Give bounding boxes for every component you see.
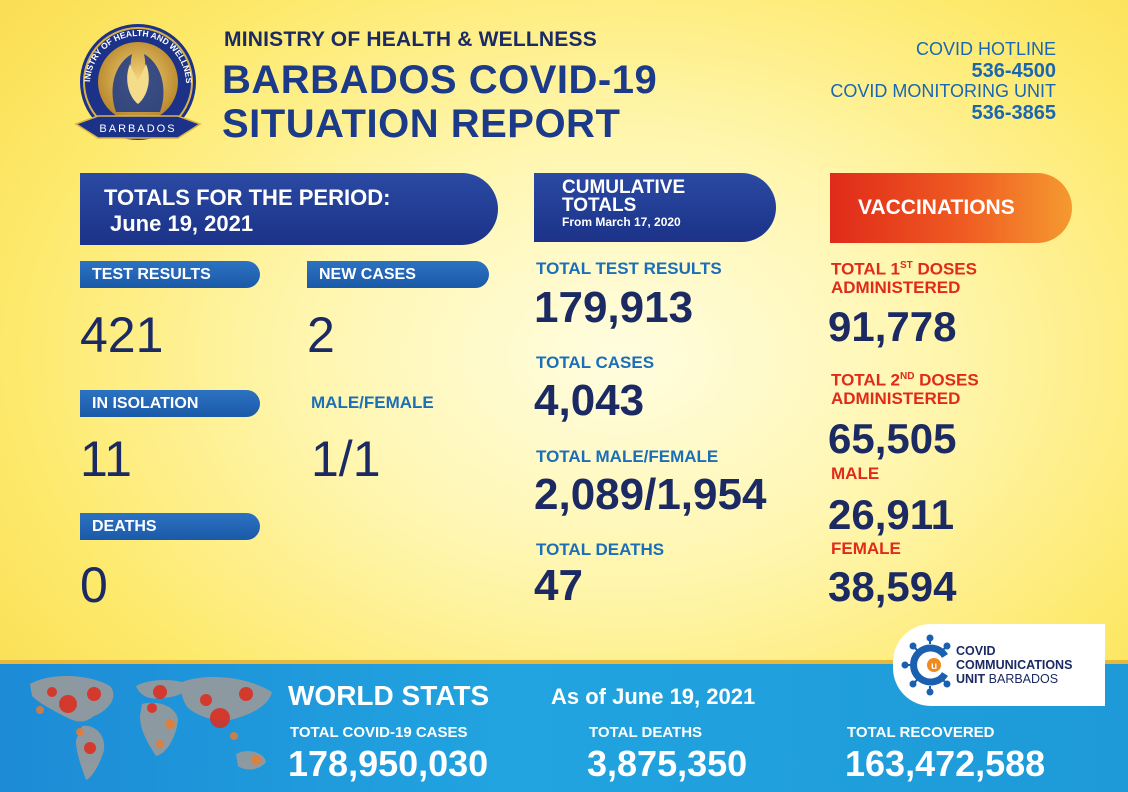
total-deaths-value: 47 — [534, 561, 583, 610]
period-banner: TOTALS FOR THE PERIOD: June 19, 2021 — [80, 173, 498, 245]
in-isolation-label: IN ISOLATION — [80, 390, 260, 417]
cumulative-banner: CUMULATIVE TOTALS From March 17, 2020 — [534, 173, 776, 242]
hotline-label: COVID HOTLINE — [915, 39, 1056, 59]
report-title-line1: BARBADOS COVID-19 — [222, 58, 658, 102]
female-vaccinated-label: FEMALE — [831, 539, 901, 558]
world-cases-value: 178,950,030 — [288, 743, 489, 784]
female-vaccinated-value: 38,594 — [828, 563, 957, 610]
first-doses-label: TOTAL 1ST DOSES ADMINISTERED — [831, 259, 977, 298]
ccu-name: COVID COMMUNICATIONS UNIT BARBADOS — [956, 644, 1073, 686]
male-vaccinated-value: 26,911 — [828, 491, 955, 538]
world-recovered-label: TOTAL RECOVERED — [847, 724, 995, 741]
cumulative-banner-line2: TOTALS — [562, 195, 637, 217]
svg-text:u: u — [931, 661, 937, 672]
svg-text:BARBADOS: BARBADOS — [99, 123, 176, 135]
total-test-results-value: 179,913 — [534, 283, 694, 332]
male-female-value: 1/1 — [311, 431, 381, 487]
male-female-label: MALE/FEMALE — [311, 393, 434, 412]
hotline-number: 536-4500 — [971, 59, 1056, 82]
total-deaths-label: TOTAL DEATHS — [536, 540, 665, 559]
world-deaths-label: TOTAL DEATHS — [589, 724, 703, 741]
second-doses-label: TOTAL 2ND DOSES ADMINISTERED — [831, 370, 979, 409]
new-cases-label: NEW CASES — [307, 261, 489, 288]
second-doses-value: 65,505 — [828, 415, 957, 462]
world-stats-title: WORLD STATS — [288, 680, 490, 711]
new-cases-value: 2 — [307, 307, 335, 363]
total-test-results-label: TOTAL TEST RESULTS — [536, 259, 722, 278]
total-cases-label: TOTAL CASES — [536, 353, 655, 372]
male-vaccinated-label: MALE — [831, 464, 880, 483]
ccu-badge: u — [893, 624, 1105, 706]
world-map-image — [10, 664, 280, 789]
ministry-name: MINISTRY OF HEALTH & WELLNESS — [224, 28, 597, 51]
cumulative-banner-line1: CUMULATIVE — [562, 177, 686, 198]
total-male-female-label: TOTAL MALE/FEMALE — [536, 447, 719, 466]
period-banner-date: June 19, 2021 — [110, 211, 254, 237]
deaths-value: 0 — [80, 557, 108, 613]
test-results-label: TEST RESULTS — [80, 261, 260, 288]
world-cases-label: TOTAL COVID-19 CASES — [290, 724, 468, 741]
period-banner-title: TOTALS FOR THE PERIOD: — [104, 185, 391, 210]
hotline-block: COVID HOTLINE 536-4500 COVID MONITORING … — [830, 39, 1056, 124]
total-cases-value: 4,043 — [534, 376, 645, 425]
monitoring-unit-label: COVID MONITORING UNIT — [830, 80, 1056, 101]
cumulative-banner-date: From March 17, 2020 — [562, 215, 681, 230]
report-title-line2: SITUATION REPORT — [222, 102, 621, 146]
in-isolation-value: 11 — [80, 431, 132, 487]
world-recovered-value: 163,472,588 — [845, 743, 1046, 784]
test-results-value: 421 — [80, 307, 164, 363]
ministry-logo: MINISTRY OF HEALTH AND WELLNESS BARBADOS — [64, 12, 208, 148]
virus-c-icon: u — [901, 634, 951, 696]
vaccinations-banner: VACCINATIONS — [830, 173, 1072, 243]
monitoring-unit-number: 536-3865 — [971, 101, 1056, 124]
world-stats-date: As of June 19, 2021 — [551, 684, 756, 709]
first-doses-value: 91,778 — [828, 303, 957, 350]
total-male-female-value: 2,089/1,954 — [534, 470, 767, 519]
deaths-label: DEATHS — [80, 513, 260, 540]
world-deaths-value: 3,875,350 — [587, 743, 748, 784]
